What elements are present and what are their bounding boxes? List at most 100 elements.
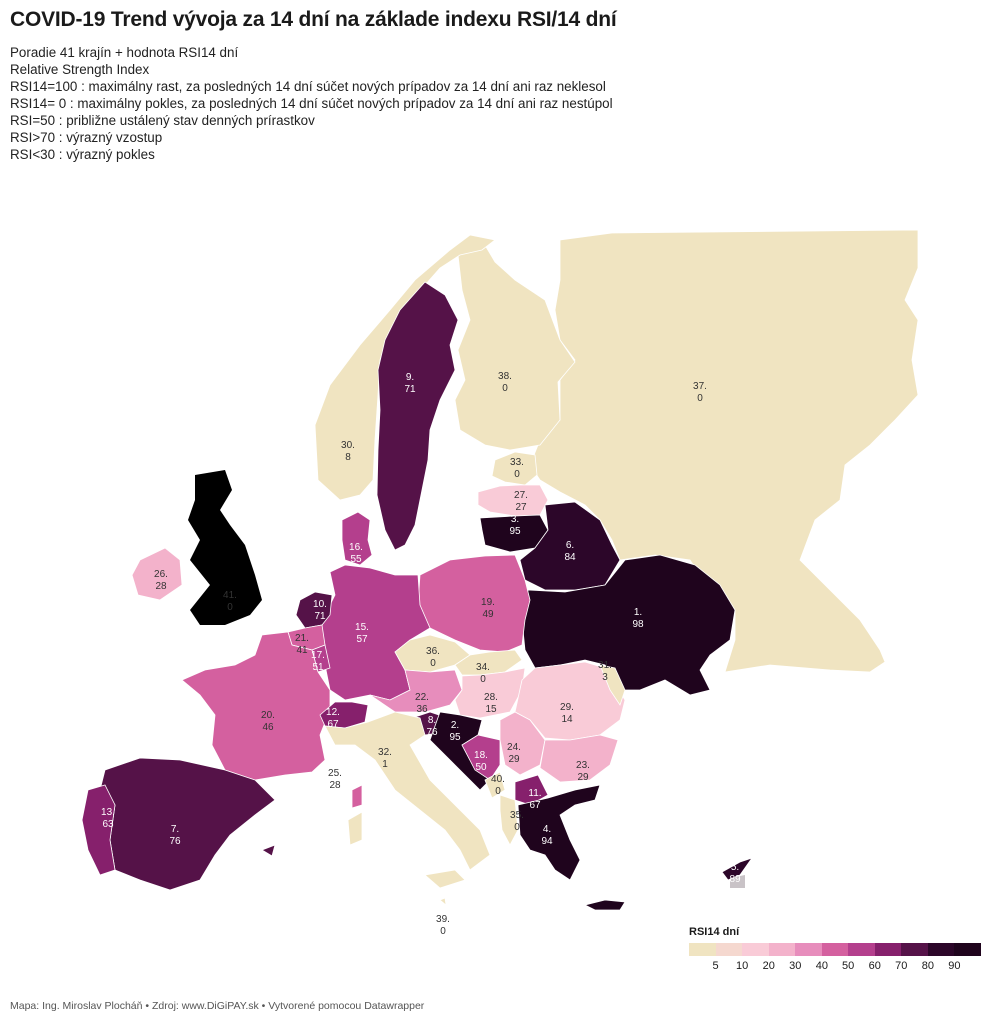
- region-sweden[interactable]: [376, 281, 459, 551]
- legend-tick: 5: [712, 960, 719, 972]
- region-corsica[interactable]: [351, 784, 363, 809]
- region-albania[interactable]: [499, 794, 519, 846]
- region-value-label: 95: [449, 732, 461, 743]
- region-balearic[interactable]: [261, 844, 276, 857]
- region-value-label: 98: [632, 619, 644, 630]
- region-rank-label: 20.: [261, 710, 275, 721]
- region-ireland[interactable]: [131, 547, 183, 601]
- region-sardinia[interactable]: [347, 811, 363, 846]
- region-finland[interactable]: [454, 239, 576, 451]
- region-rank-label: 39.: [436, 914, 450, 925]
- region-france[interactable]: [181, 631, 331, 781]
- legend-swatch: [927, 943, 955, 956]
- region-portugal[interactable]: [81, 784, 116, 876]
- legend-swatch: [821, 943, 849, 956]
- region-montenegro[interactable]: [484, 771, 506, 799]
- region-value-label: 76: [169, 836, 181, 847]
- region-rank-label: 31.: [598, 660, 612, 671]
- region-rank-label: 19.: [481, 597, 495, 608]
- region-estonia[interactable]: [491, 451, 538, 486]
- legend-tick: 10: [736, 960, 749, 972]
- region-netherlands[interactable]: [295, 591, 333, 629]
- region-value-label: 8: [345, 452, 351, 463]
- region-latvia[interactable]: [477, 484, 549, 517]
- region-rank-label: 28.: [484, 692, 498, 703]
- legend-swatch: [795, 943, 822, 956]
- legend-swatch: [715, 943, 743, 956]
- region-rank-label: 18.: [474, 750, 488, 761]
- region-slovakia[interactable]: [454, 649, 523, 676]
- region-value-label: 0: [430, 658, 436, 669]
- region-spain[interactable]: [99, 757, 276, 891]
- region-moldova[interactable]: [599, 664, 626, 706]
- region-rank-label: 23.: [576, 760, 590, 771]
- region-rank-label: 27.: [514, 490, 528, 501]
- legend-tick: 80: [921, 960, 934, 972]
- region-value-label: 55: [350, 554, 362, 565]
- region-value-label: 0: [495, 786, 501, 797]
- region-value-label: 49: [482, 609, 494, 620]
- legend: RSI14 dní 5 10 20 30 40 50 60 70 80 90: [689, 926, 982, 972]
- description-line: RSI<30 : výrazný pokles: [10, 147, 155, 162]
- region-rank-label: 16.: [349, 542, 363, 553]
- legend-swatch: [874, 943, 902, 956]
- region-rank-label: 15.: [355, 622, 369, 633]
- region-rank-label: 12.: [326, 707, 340, 718]
- region-value-label: 15: [485, 704, 497, 715]
- region-sicily[interactable]: [424, 869, 466, 889]
- region-greece[interactable]: [517, 784, 601, 881]
- footer-credits: Mapa: Ing. Miroslav Plocháň • Zdroj: www…: [10, 1000, 425, 1012]
- region-rank-label: 36.: [426, 646, 440, 657]
- region-rank-label: 9.: [406, 372, 414, 383]
- region-crete[interactable]: [583, 899, 626, 911]
- description-line: RSI=50 : približne ustálený stav denných…: [10, 113, 315, 128]
- description-line: RSI14=100 : maximálny rast, za poslednýc…: [10, 79, 606, 94]
- region-austria[interactable]: [369, 669, 463, 713]
- region-value-label: 50: [475, 762, 487, 773]
- legend-swatch: [689, 943, 716, 956]
- region-rank-label: 7.: [171, 824, 179, 835]
- legend-ticks: 5 10 20 30 40 50 60 70 80 90: [689, 956, 981, 972]
- description-line: RSI>70 : výrazný vzostup: [10, 130, 163, 145]
- region-serbia[interactable]: [499, 711, 546, 776]
- legend-swatch: [742, 943, 769, 956]
- region-value-label: 0: [227, 602, 233, 613]
- region-unknown: [730, 875, 745, 888]
- region-value-label: 57: [356, 634, 368, 645]
- region-hungary[interactable]: [454, 667, 526, 719]
- description: Poradie 41 krajín + hodnota RSI14 dní Re…: [10, 44, 613, 163]
- region-value-label: 41: [296, 645, 308, 656]
- region-rank-label: 4.: [543, 824, 551, 835]
- legend-tick: 60: [868, 960, 881, 972]
- region-value-label: 0: [440, 926, 446, 937]
- region-norway[interactable]: [314, 234, 496, 501]
- legend-bar: [689, 943, 982, 956]
- region-rank-label: 41.: [223, 590, 237, 601]
- region-rank-label: 38.: [498, 371, 512, 382]
- region-bosnia[interactable]: [461, 734, 501, 781]
- region-bulgaria[interactable]: [539, 734, 619, 783]
- page-title: COVID-19 Trend vývoja za 14 dní na zákla…: [10, 8, 617, 31]
- legend-tick: 90: [948, 960, 961, 972]
- region-rank-label: 35.: [510, 810, 524, 821]
- legend-tick: 70: [895, 960, 908, 972]
- region-italy[interactable]: [324, 711, 491, 871]
- region-rank-label: 10.: [313, 599, 327, 610]
- region-cyprus[interactable]: [721, 857, 754, 881]
- legend-tick: 50: [842, 960, 855, 972]
- description-line: RSI14= 0 : maximálny pokles, za posledný…: [10, 96, 613, 111]
- region-value-label: 36: [416, 704, 428, 715]
- description-line: Poradie 41 krajín + hodnota RSI14 dní: [10, 45, 239, 60]
- region-rank-label: 5.: [731, 862, 739, 873]
- legend-swatch: [848, 943, 875, 956]
- region-rank-label: 25.: [328, 768, 342, 779]
- region-rank-label: 6.: [566, 540, 574, 551]
- region-value-label: 29: [508, 754, 520, 765]
- region-denmark[interactable]: [341, 511, 373, 566]
- region-rank-label: 8.: [428, 715, 436, 726]
- region-rank-label: 32.: [378, 747, 392, 758]
- region-malta[interactable]: [439, 897, 447, 906]
- region-poland[interactable]: [417, 554, 531, 653]
- region-uk[interactable]: [188, 470, 262, 625]
